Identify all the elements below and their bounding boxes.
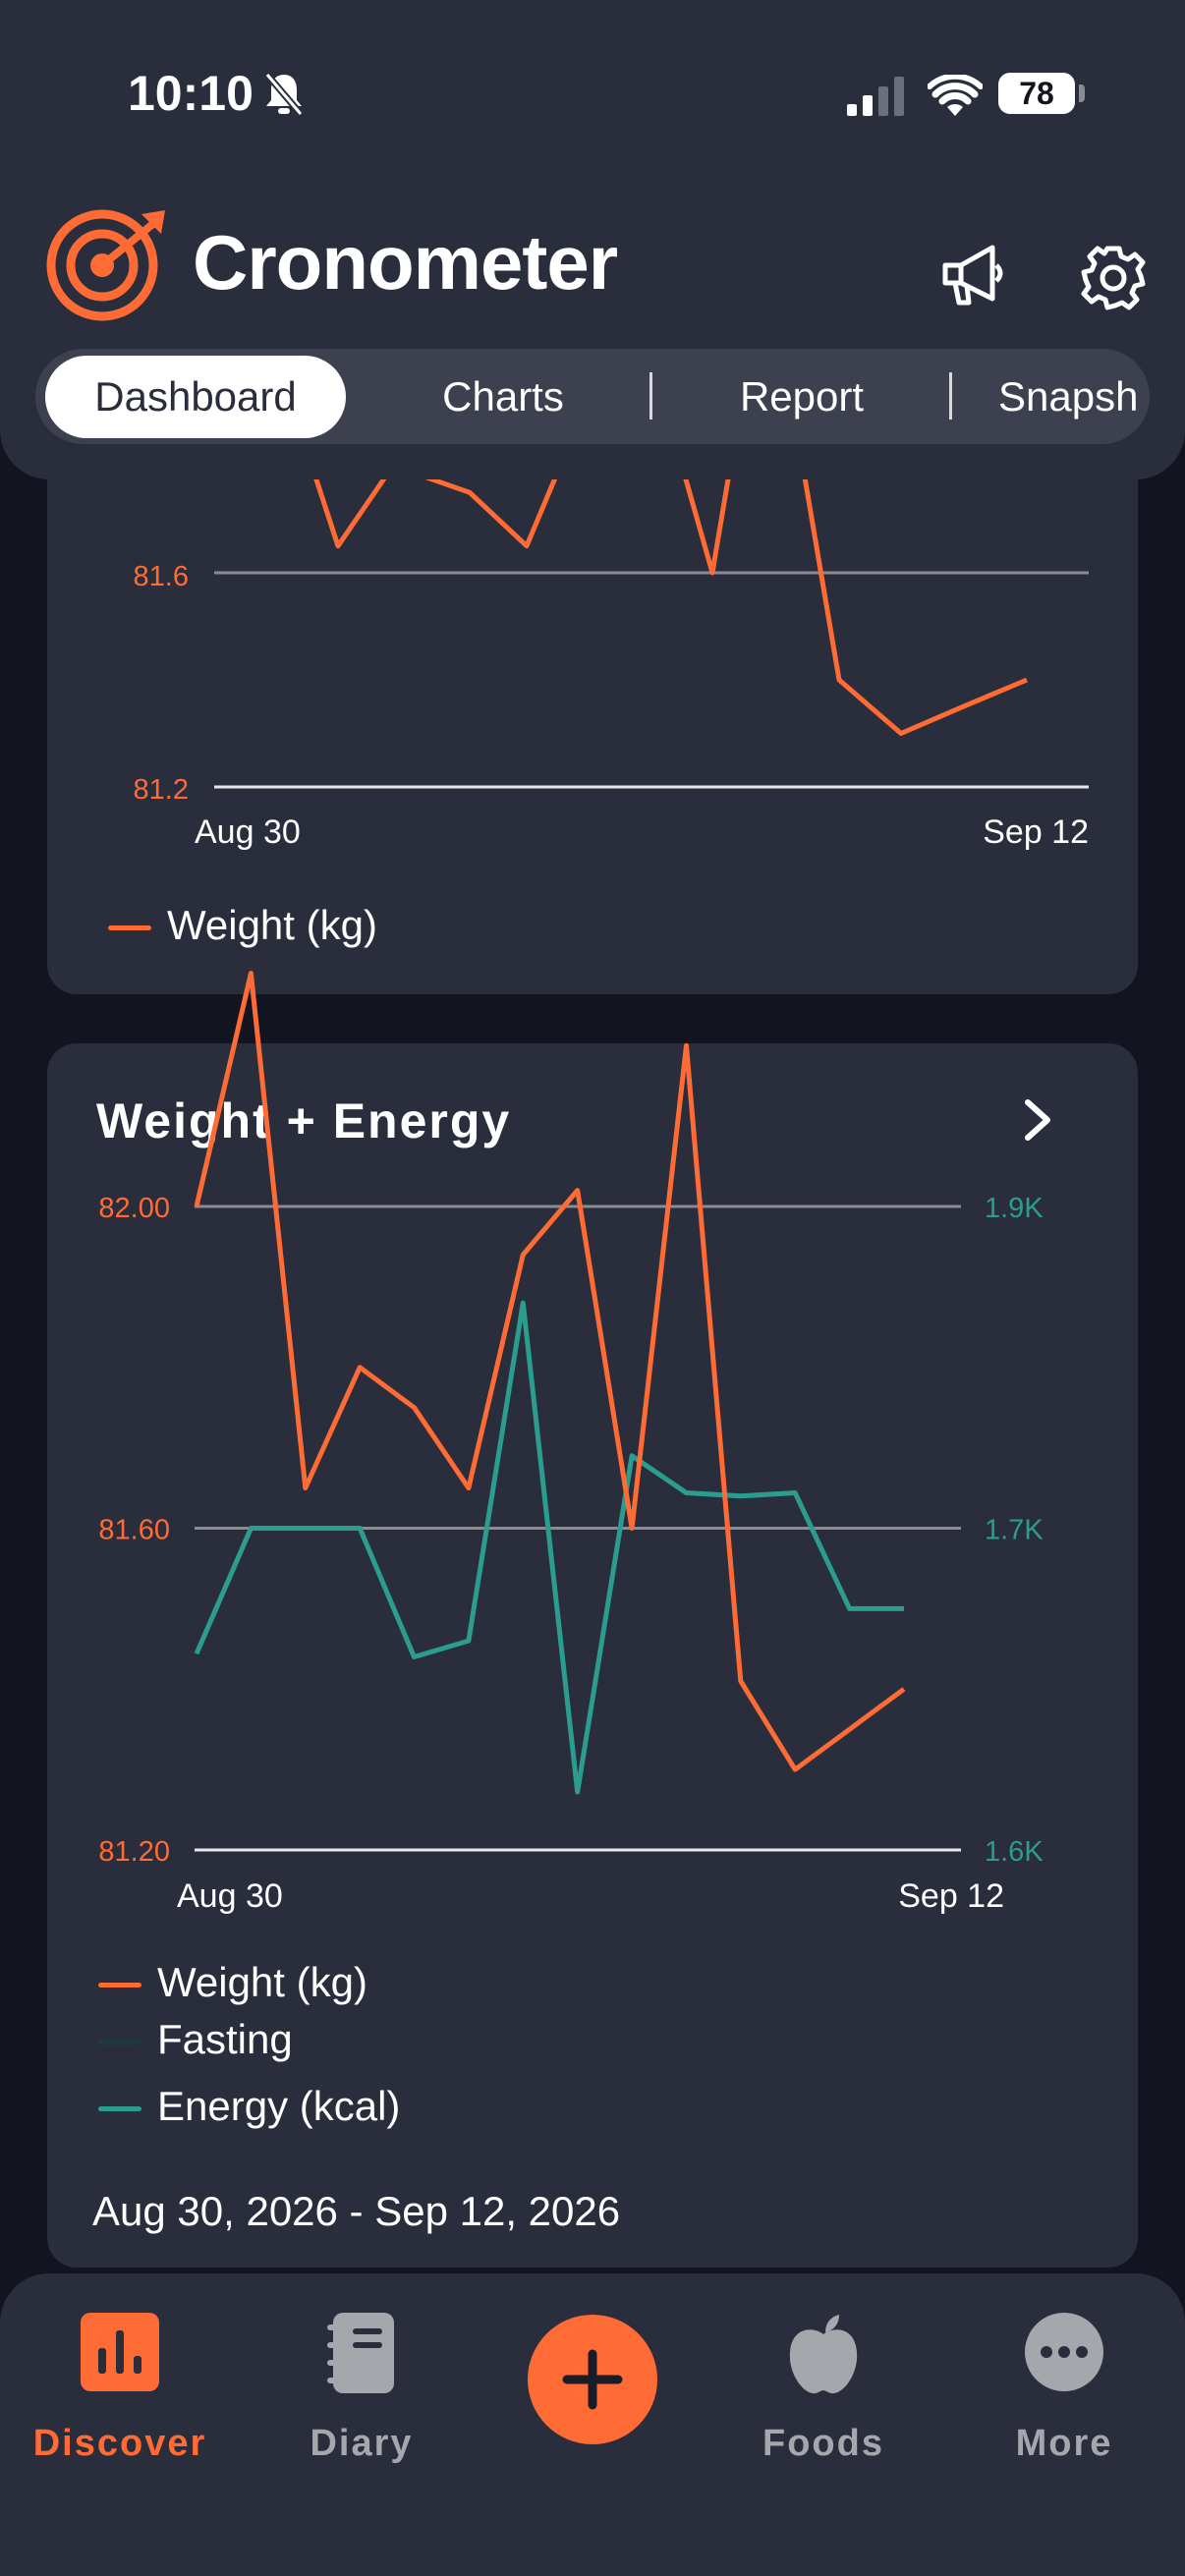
diary-notebook-icon xyxy=(327,2313,394,2393)
bar-chart-icon xyxy=(81,2313,159,2391)
weight-chart-card[interactable]: Weight (kg) xyxy=(47,432,1138,994)
date-range: Aug 30, 2026 - Sep 12, 2026 xyxy=(92,2188,621,2234)
weight-energy-card[interactable]: Weight + Energy Weight (kg) Fasting Ener… xyxy=(47,1043,1138,2268)
chevron-right-icon[interactable] xyxy=(1020,1098,1055,1142)
legend-label: Energy (kcal) xyxy=(157,2083,401,2129)
nav-label: Discover xyxy=(32,2423,207,2464)
top-tab-bar: Dashboard Charts Report Snapsh xyxy=(35,349,1150,444)
add-button[interactable] xyxy=(528,2315,657,2444)
tab-charts[interactable]: Charts xyxy=(442,373,564,420)
tab-divider xyxy=(649,372,652,420)
legend-swatch xyxy=(98,1983,141,1988)
bell-muted-icon xyxy=(264,72,304,117)
bottom-nav: Discover Diary Foods xyxy=(0,2273,1185,2576)
legend-swatch xyxy=(108,925,151,931)
settings-gear-icon[interactable] xyxy=(1077,242,1150,314)
tab-snapshot[interactable]: Snapsh xyxy=(998,373,1139,420)
legend-label: Fasting xyxy=(157,2016,293,2062)
app-header: 10:10 78 Cronometer xyxy=(0,0,1185,479)
megaphone-icon[interactable] xyxy=(937,242,1008,308)
wifi-icon xyxy=(928,75,983,116)
more-dots-icon xyxy=(1025,2313,1103,2391)
card-title: Weight + Energy xyxy=(96,1093,512,1148)
battery-indicator: 78 xyxy=(998,73,1075,114)
tab-report[interactable]: Report xyxy=(739,373,865,420)
nav-label: Foods xyxy=(762,2423,884,2464)
legend-item: Weight (kg) xyxy=(98,1959,367,2006)
nav-label: More xyxy=(1015,2423,1113,2464)
legend-label: Weight (kg) xyxy=(157,1959,367,2005)
cronometer-logo-icon xyxy=(46,209,165,321)
legend-item: Weight (kg) xyxy=(108,902,377,949)
legend-item: Fasting xyxy=(98,2016,293,2063)
legend-swatch xyxy=(98,2040,141,2045)
apple-icon xyxy=(789,2315,858,2394)
legend-swatch xyxy=(98,2106,141,2112)
cellular-signal-icon xyxy=(847,77,904,116)
battery-nub xyxy=(1079,84,1085,102)
plus-icon xyxy=(562,2349,623,2410)
status-time: 10:10 xyxy=(128,66,254,121)
nav-label: Diary xyxy=(310,2423,414,2464)
tab-divider xyxy=(949,372,952,420)
legend-label: Weight (kg) xyxy=(167,902,377,948)
app-title: Cronometer xyxy=(193,219,618,306)
tab-dashboard[interactable]: Dashboard xyxy=(45,356,346,438)
legend-item: Energy (kcal) xyxy=(98,2083,400,2130)
